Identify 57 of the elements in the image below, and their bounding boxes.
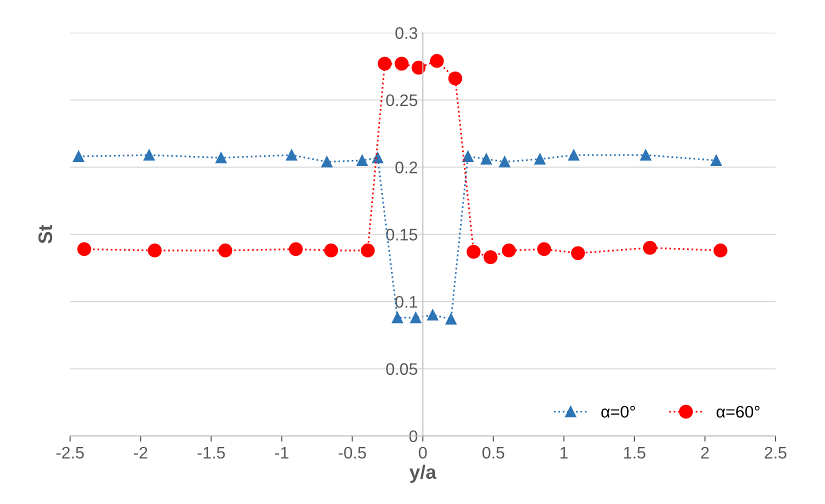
x-tick-label: 1.5 xyxy=(624,446,646,459)
point xyxy=(714,244,728,258)
point xyxy=(640,150,652,161)
point xyxy=(410,312,422,324)
point xyxy=(445,313,457,325)
point xyxy=(466,244,481,259)
point xyxy=(378,56,392,71)
point xyxy=(73,150,84,162)
point xyxy=(288,242,303,256)
point xyxy=(502,244,516,258)
x-tick-label: 0.5 xyxy=(482,446,504,459)
point xyxy=(568,150,580,161)
legend-label: α=0° xyxy=(601,406,635,418)
point xyxy=(394,56,409,71)
x-tick-label: -1 xyxy=(275,446,288,458)
point xyxy=(360,244,375,258)
x-tick-label: 2 xyxy=(701,446,709,458)
point xyxy=(372,152,384,164)
y-tick-label: 0.25 xyxy=(386,94,418,106)
point xyxy=(430,54,444,68)
point xyxy=(499,156,510,168)
x-tick-label: -0.5 xyxy=(338,446,366,459)
x-tick-label: -2.5 xyxy=(56,446,84,459)
point xyxy=(324,244,338,258)
point xyxy=(462,150,474,162)
x-tick-label: -2 xyxy=(134,446,148,458)
legend-label: α=60° xyxy=(716,406,760,418)
point xyxy=(321,156,332,168)
point xyxy=(144,150,155,161)
y-tick-label: 0.05 xyxy=(386,363,418,375)
point xyxy=(643,240,657,255)
point xyxy=(77,242,92,256)
point xyxy=(480,154,492,165)
point xyxy=(534,154,546,165)
x-tick-label: 2.5 xyxy=(764,446,786,459)
point xyxy=(427,309,438,321)
x-axis-title: y/a xyxy=(409,464,436,483)
point xyxy=(537,242,552,256)
x-tick-label: 1 xyxy=(560,446,568,458)
point xyxy=(412,60,426,75)
point xyxy=(710,154,722,166)
point xyxy=(216,152,227,164)
point xyxy=(218,244,232,258)
y-tick-label: 0.2 xyxy=(395,162,418,174)
point xyxy=(571,246,585,260)
x-tick-label: 0 xyxy=(418,446,427,459)
point xyxy=(392,312,403,324)
x-tick-label: -1.5 xyxy=(198,446,225,459)
y-tick-label: 0.1 xyxy=(395,296,418,308)
point xyxy=(286,150,298,161)
point xyxy=(148,244,162,258)
point xyxy=(356,154,368,166)
y-axis-title: St xyxy=(38,224,52,244)
point xyxy=(484,250,498,264)
y-tick-label: 0.15 xyxy=(386,228,418,241)
y-tick-label: 0.3 xyxy=(395,27,418,39)
point xyxy=(448,72,462,86)
